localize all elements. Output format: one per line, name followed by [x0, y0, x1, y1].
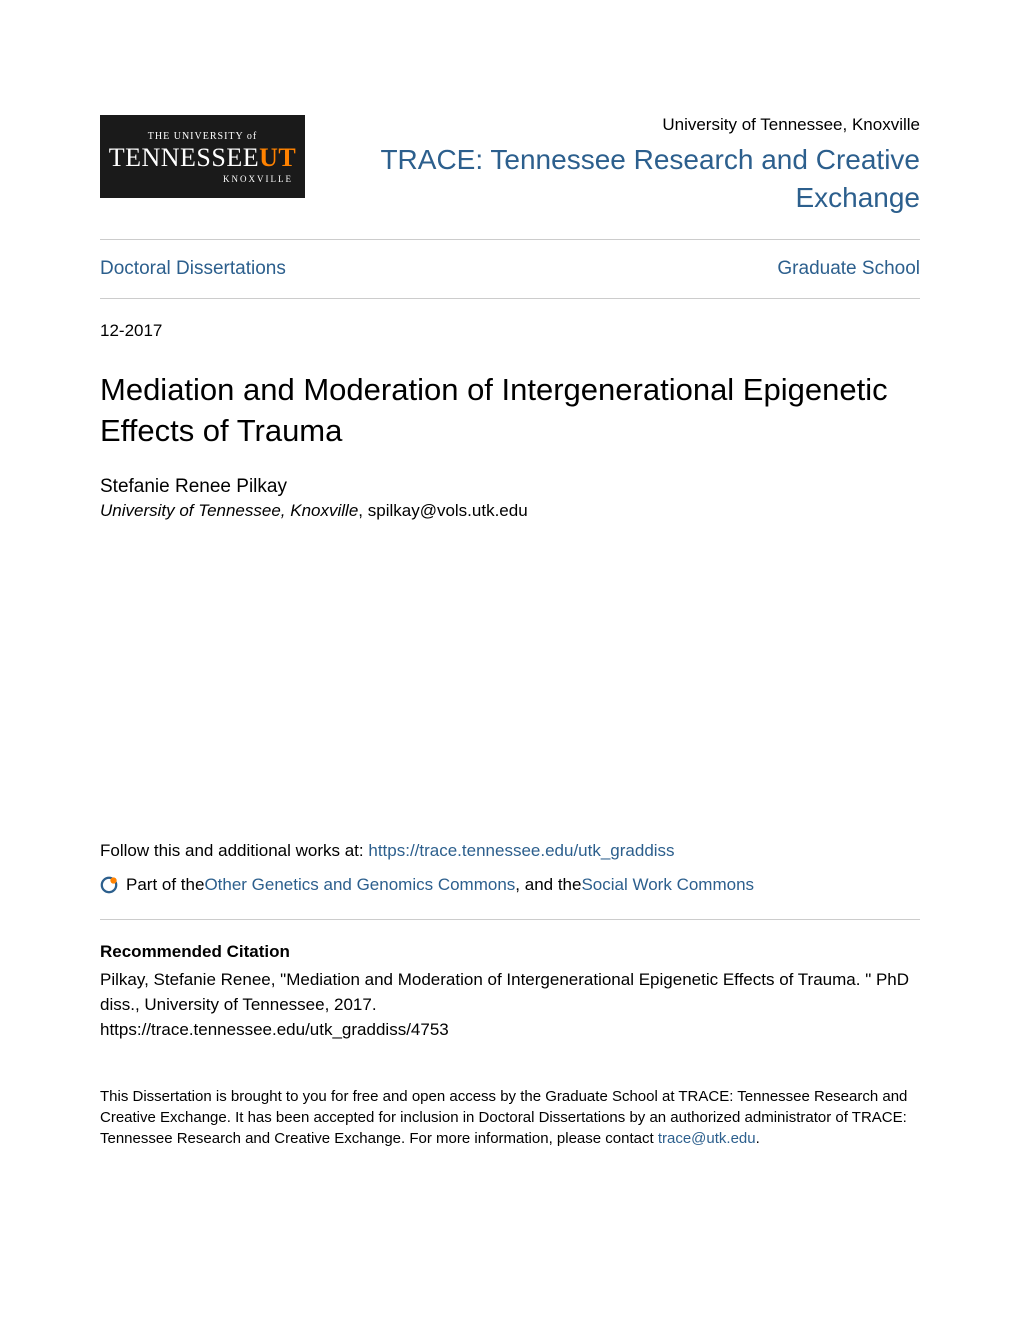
follow-url-link[interactable]: https://trace.tennessee.edu/utk_graddiss	[368, 841, 674, 860]
follow-prefix: Follow this and additional works at:	[100, 841, 368, 860]
follow-line: Follow this and additional works at: htt…	[100, 841, 920, 861]
partof-mid: , and the	[515, 875, 581, 895]
citation-text-2: https://trace.tennessee.edu/utk_graddiss…	[100, 1018, 920, 1043]
paper-title: Mediation and Moderation of Intergenerat…	[100, 369, 920, 453]
footer-body: This Dissertation is brought to you for …	[100, 1088, 907, 1147]
footer-contact-link[interactable]: trace@utk.edu	[658, 1130, 756, 1147]
footer-text: This Dissertation is brought to you for …	[100, 1086, 920, 1149]
nav-doctoral-dissertations[interactable]: Doctoral Dissertations	[100, 258, 286, 280]
digital-commons-icon	[100, 876, 118, 894]
citation-heading: Recommended Citation	[100, 942, 920, 962]
part-of-row: Part of the Other Genetics and Genomics …	[100, 875, 920, 895]
nav-graduate-school[interactable]: Graduate School	[777, 258, 920, 280]
author-affiliation: University of Tennessee, Knoxville, spil…	[100, 501, 920, 521]
footer-period: .	[756, 1130, 760, 1147]
citation-block: Recommended Citation Pilkay, Stefanie Re…	[100, 942, 920, 1042]
commons-link-1[interactable]: Other Genetics and Genomics Commons	[204, 875, 515, 895]
breadcrumb-nav: Doctoral Dissertations Graduate School	[100, 240, 920, 298]
logo-wordmark-orange: UT	[259, 143, 296, 172]
author-email-sep: ,	[358, 501, 367, 520]
logo-line-2: TENNESSEEUT	[108, 144, 297, 171]
author-email: spilkay@vols.utk.edu	[368, 501, 528, 520]
trace-title-link[interactable]: TRACE: Tennessee Research and Creative E…	[380, 144, 920, 213]
divider-nav	[100, 298, 920, 299]
partof-prefix: Part of the	[126, 875, 204, 895]
publication-date: 12-2017	[100, 321, 920, 341]
header-text-block: University of Tennessee, Knoxville TRACE…	[305, 115, 920, 217]
content-gap	[100, 521, 920, 841]
institution-logo[interactable]: THE UNIVERSITY of TENNESSEEUT KNOXVILLE	[100, 115, 305, 198]
commons-link-2[interactable]: Social Work Commons	[581, 875, 754, 895]
logo-line-3: KNOXVILLE	[108, 175, 297, 184]
header-row: THE UNIVERSITY of TENNESSEEUT KNOXVILLE …	[100, 115, 920, 217]
logo-line-1: THE UNIVERSITY of	[108, 132, 297, 143]
divider-citation	[100, 919, 920, 920]
author-name: Stefanie Renee Pilkay	[100, 476, 920, 498]
institution-name: University of Tennessee, Knoxville	[345, 115, 920, 135]
author-affil-text: University of Tennessee, Knoxville	[100, 501, 358, 520]
logo-wordmark-white: TENNESSEE	[109, 143, 259, 172]
citation-text-1: Pilkay, Stefanie Renee, "Mediation and M…	[100, 968, 920, 1017]
